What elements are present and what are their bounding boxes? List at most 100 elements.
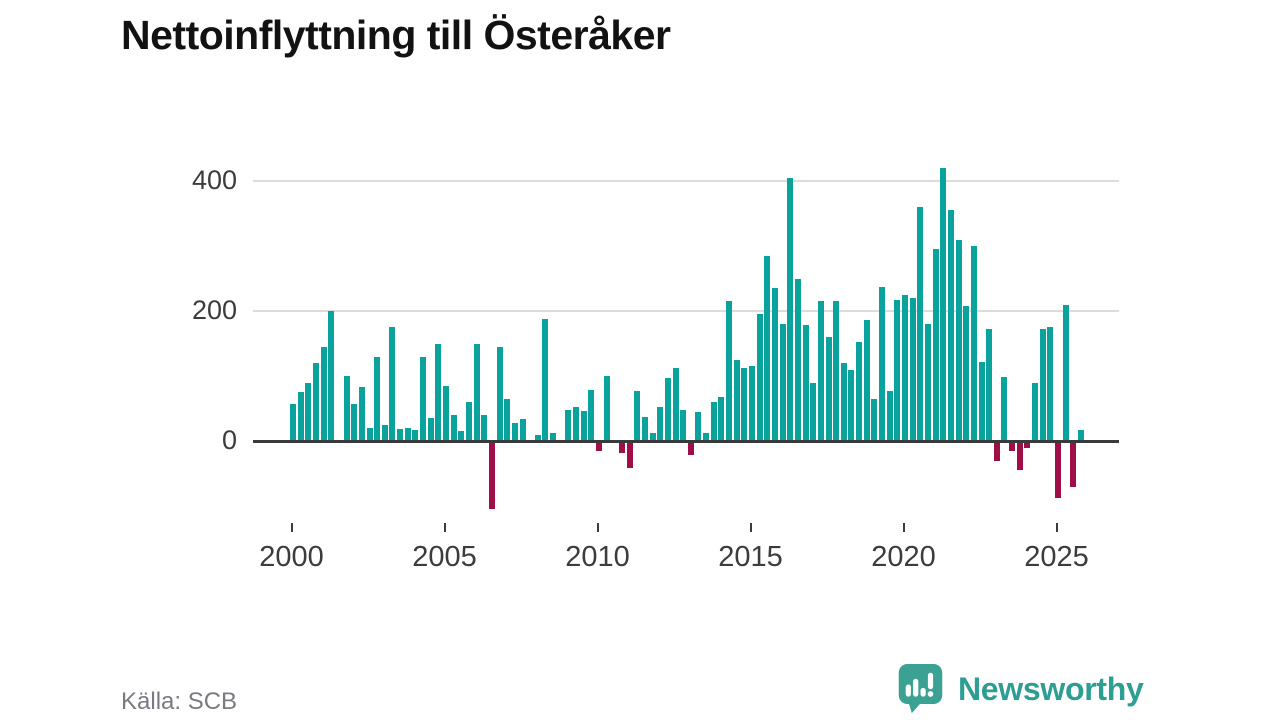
bar-positive — [297, 392, 304, 441]
bar-positive — [511, 422, 518, 441]
bar-positive — [420, 356, 427, 441]
bar-positive — [504, 398, 511, 441]
bar-positive — [1047, 326, 1054, 441]
bar-positive — [718, 396, 725, 441]
bar-positive — [404, 428, 411, 441]
bar-positive — [986, 328, 993, 441]
bar-negative — [488, 441, 495, 510]
bar-positive — [328, 311, 335, 441]
bar-positive — [863, 320, 870, 441]
bar-positive — [771, 288, 778, 441]
bar-positive — [412, 429, 419, 441]
bar-positive — [435, 343, 442, 441]
bar-positive — [374, 356, 381, 441]
bar-positive — [833, 301, 840, 441]
bar-positive — [573, 406, 580, 441]
bar-positive — [840, 363, 847, 441]
bar-negative — [993, 441, 1000, 462]
bar-positive — [963, 305, 970, 441]
bar-positive — [473, 343, 480, 441]
chart-title: Nettoinflyttning till Österåker — [121, 12, 671, 58]
bar-positive — [1032, 382, 1039, 441]
bar-positive — [894, 299, 901, 441]
x-tick-label: 2015 — [718, 541, 783, 573]
bar-positive — [1001, 376, 1008, 441]
bar-positive — [427, 418, 434, 441]
bar-positive — [764, 255, 771, 441]
brand-logo: Newsworthy — [897, 664, 1144, 714]
y-tick-label: 400 — [191, 165, 237, 195]
x-tick-label: 2010 — [565, 541, 630, 573]
bar-positive — [695, 411, 702, 441]
bar-positive — [779, 324, 786, 441]
bar-positive — [496, 346, 503, 441]
bar-positive — [978, 362, 985, 441]
bar-positive — [940, 168, 947, 441]
bar-positive — [955, 239, 962, 441]
gridline — [253, 310, 1119, 312]
bar-positive — [741, 368, 748, 441]
bar-positive — [305, 382, 312, 441]
x-tick-label: 2020 — [871, 541, 936, 573]
bar-positive — [358, 387, 365, 441]
bar-positive — [756, 314, 763, 441]
bar-positive — [634, 390, 641, 441]
bar-positive — [886, 390, 893, 441]
bar-negative — [1070, 441, 1077, 487]
bar-positive — [1039, 329, 1046, 441]
bar-positive — [672, 367, 679, 441]
bar-positive — [733, 359, 740, 441]
bar-positive — [749, 366, 755, 441]
bar-negative — [618, 441, 625, 453]
bar-positive — [710, 402, 717, 441]
bar-positive — [856, 341, 863, 441]
brand-name: Newsworthy — [958, 670, 1144, 707]
bar-positive — [787, 177, 794, 441]
gridline — [253, 180, 1119, 182]
source-note: Källa: SCB — [121, 688, 238, 715]
bar-positive — [970, 246, 977, 441]
bar-positive — [794, 278, 801, 441]
bar-positive — [351, 403, 358, 441]
bar-positive — [902, 295, 908, 441]
bar-positive — [825, 337, 832, 441]
bar-positive — [481, 415, 488, 441]
bar-positive — [450, 415, 457, 441]
bar-positive — [1077, 429, 1084, 441]
x-tick — [749, 523, 752, 532]
bar-positive — [603, 376, 610, 441]
x-tick-label: 2005 — [412, 541, 477, 573]
bar-positive — [312, 363, 319, 441]
bar-positive — [871, 399, 878, 441]
bar-positive — [802, 325, 809, 441]
x-tick — [902, 523, 905, 532]
x-tick-label: 2025 — [1024, 541, 1089, 573]
bar-positive — [534, 434, 541, 441]
bar-positive — [290, 403, 296, 441]
x-tick — [596, 523, 599, 532]
x-tick — [290, 523, 293, 532]
bar-positive — [641, 416, 648, 441]
x-tick — [443, 523, 446, 532]
bar-negative — [626, 441, 633, 469]
bar-positive — [366, 428, 373, 441]
bar-positive — [810, 383, 817, 441]
bar-negative — [1009, 441, 1016, 452]
x-tick-label: 2000 — [259, 541, 324, 573]
bar-positive — [458, 431, 465, 441]
bar-positive — [580, 411, 587, 441]
bar-positive — [879, 286, 886, 441]
bar-positive — [1062, 304, 1069, 441]
bar-positive — [680, 410, 687, 441]
bar-positive — [848, 369, 855, 441]
bar-positive — [565, 409, 572, 441]
bar-positive — [519, 418, 526, 441]
bar-positive — [817, 301, 824, 441]
bar-negative — [596, 441, 602, 451]
bar-chart-speech-bubble-icon — [898, 664, 943, 714]
bar-negative — [1024, 441, 1031, 449]
bar-positive — [726, 301, 733, 441]
bar-positive — [397, 429, 404, 441]
bar-positive — [703, 432, 710, 441]
